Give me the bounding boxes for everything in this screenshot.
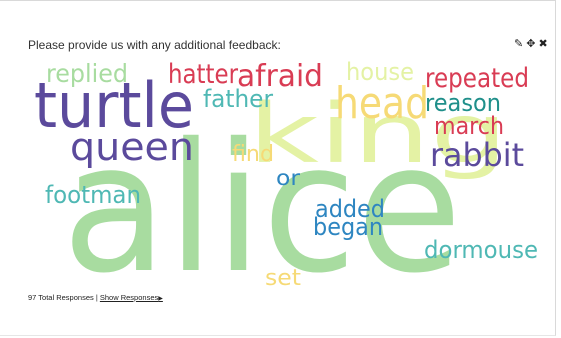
cloud-word-dormouse: dormouse <box>424 236 538 264</box>
cloud-word-turtle: turtle <box>34 69 194 142</box>
cloud-word-or: or <box>276 166 300 190</box>
show-responses-link[interactable]: Show Responses▶ <box>100 293 163 302</box>
cloud-word-father: father <box>203 85 273 113</box>
cloud-word-head: head <box>335 78 429 129</box>
cloud-word-find: find <box>232 142 274 167</box>
cloud-word-repeated: repeated <box>425 63 529 94</box>
cloud-word-rabbit: rabbit <box>430 136 524 174</box>
move-icon[interactable]: ✥ <box>526 38 536 50</box>
play-icon: ▶ <box>158 296 163 302</box>
cloud-word-king: king <box>248 87 508 182</box>
cloud-word-added: added <box>315 195 385 223</box>
cloud-word-queen: queen <box>70 125 194 169</box>
close-icon[interactable]: ✖ <box>538 38 548 50</box>
cloud-word-march: march <box>434 112 504 140</box>
cloud-word-set: set <box>265 266 301 291</box>
cloud-word-hatter: hatter <box>168 59 239 90</box>
cloud-word-footman: footman <box>45 181 141 209</box>
question-title: Please provide us with any additional fe… <box>28 38 281 52</box>
cloud-word-replied: replied <box>46 59 128 88</box>
cloud-word-house: house <box>346 58 414 86</box>
cloud-word-afraid: afraid <box>237 59 323 94</box>
cloud-word-alice: alice <box>62 105 462 312</box>
edit-icon[interactable]: ✎ <box>514 38 524 50</box>
total-responses: 97 Total Responses | <box>28 293 98 302</box>
cloud-word-reason: reason <box>425 89 501 117</box>
responses-footer: 97 Total Responses | Show Responses▶ <box>28 293 163 302</box>
card-toolbar: ✎ ✥ ✖ <box>514 38 548 50</box>
cloud-word-began: began <box>313 213 383 241</box>
show-responses-label: Show Responses <box>99 293 159 302</box>
